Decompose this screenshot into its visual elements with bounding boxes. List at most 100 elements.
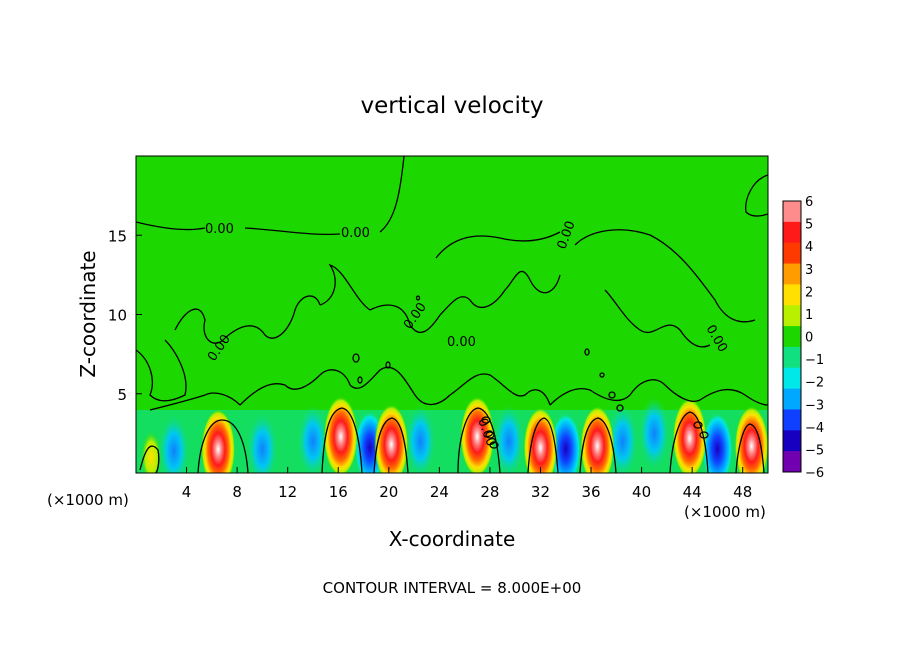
x-tick-label: 48 — [733, 483, 752, 501]
colorbar-label: −4 — [805, 421, 824, 436]
chart-title: vertical velocity — [361, 93, 544, 119]
contour-line — [574, 229, 756, 323]
updraft-cell — [580, 406, 615, 473]
contour-loop — [699, 431, 709, 439]
contour-line — [321, 407, 363, 473]
colorbar-swatch — [783, 263, 801, 285]
colorbar-swatch — [783, 346, 801, 369]
downdraft-cell — [550, 413, 581, 473]
plot-area: 0.00 0.00 0.00 0.00 0.00 0.00 0.00 0.00 — [136, 156, 768, 473]
colorbar-swatch — [783, 284, 801, 306]
colorbar-label: −5 — [805, 443, 824, 458]
contour-line — [149, 392, 241, 411]
x-tick-label: 36 — [581, 483, 600, 501]
updraft-cell — [734, 406, 768, 473]
contour-line — [549, 379, 701, 406]
contour-line — [197, 419, 249, 473]
colorbar-label: 4 — [805, 240, 813, 255]
y-tick-label: 10 — [108, 307, 127, 325]
x-tick-label: 8 — [232, 483, 242, 501]
contour-line — [174, 308, 226, 344]
colorbar-swatch — [783, 201, 801, 223]
contour-interval-note: CONTOUR INTERVAL = 8.000E+00 — [323, 579, 582, 597]
colorbar-swatch — [783, 326, 801, 348]
colorbar-frame — [782, 200, 802, 473]
colorbar-label: −2 — [805, 376, 824, 391]
colorbar-swatch — [783, 388, 801, 410]
contour-loop — [608, 391, 616, 399]
colorbar-label: −3 — [805, 398, 824, 413]
x-tick-label: 4 — [182, 483, 192, 501]
x-tick-label: 28 — [480, 483, 499, 501]
downdraft-cell — [639, 397, 670, 470]
updraft-cell — [672, 398, 707, 473]
contour-line — [745, 174, 768, 217]
downdraft-cell — [247, 413, 278, 473]
contour-loop — [489, 441, 499, 449]
contour-line — [699, 388, 768, 406]
contour-line — [369, 304, 441, 334]
x-unit-label-left: (×1000 m) — [47, 491, 129, 509]
colorbar-swatch — [783, 409, 801, 431]
y-tick-label: 5 — [117, 386, 127, 404]
x-tick-label: 32 — [531, 483, 550, 501]
downdraft-cell — [297, 405, 328, 473]
contour-loop — [599, 372, 605, 378]
colorbar-label: 6 — [805, 195, 813, 210]
contour-line — [379, 156, 405, 233]
colorbar-label: 3 — [805, 263, 813, 278]
updraft-cell — [141, 431, 162, 473]
contour-line — [529, 274, 561, 294]
contour-line — [439, 271, 531, 316]
x-tick-label: 20 — [379, 483, 398, 501]
contour-line — [579, 417, 617, 473]
contour-label: 0.00 — [205, 222, 234, 237]
contour-loop — [616, 404, 624, 412]
contour-line — [244, 227, 341, 236]
contour-loop — [385, 361, 391, 369]
x-unit-label-right: (×1000 m) — [684, 503, 766, 521]
x-tick-label: 24 — [430, 483, 449, 501]
contour-lines — [136, 156, 768, 473]
contour-line — [224, 295, 321, 339]
colorbar-label: 2 — [805, 285, 813, 300]
contour-line — [527, 417, 559, 473]
colorbar-label: −1 — [805, 353, 824, 368]
contour-loop — [693, 421, 703, 429]
contour-loop — [481, 416, 491, 424]
colorbar-swatch — [783, 242, 801, 265]
y-axis: 5 10 15 — [108, 227, 142, 404]
contour-line — [435, 231, 561, 259]
colorbar-swatch — [783, 305, 801, 327]
downdraft-cell — [702, 413, 733, 473]
colorbar: 6 5 4 3 2 1 0 −1 −2 −3 −4 −5 −6 — [782, 195, 824, 481]
colorbar-label: −6 — [805, 466, 824, 481]
x-tick-label: 40 — [632, 483, 651, 501]
x-tick-label: 44 — [683, 483, 702, 501]
y-tick-label: 15 — [108, 227, 127, 245]
downdraft-cell — [405, 405, 436, 473]
updraft-cell — [201, 409, 236, 473]
x-axis: 4 8 12 16 20 24 28 32 36 40 44 48 — [182, 467, 752, 501]
contour-loop — [352, 353, 360, 363]
x-axis-label: X-coordinate — [389, 527, 516, 551]
colorbar-swatch — [783, 430, 801, 452]
contour-loop — [485, 431, 495, 439]
contour-line — [136, 339, 187, 402]
contour-line — [373, 417, 409, 473]
velocity-cells — [141, 396, 768, 473]
contour-label: 0.00 — [341, 226, 370, 241]
contour-line — [669, 411, 709, 473]
x-tick-label: 12 — [278, 483, 297, 501]
colorbar-swatch — [783, 451, 801, 473]
downdraft-cell — [607, 405, 638, 473]
contour-loop — [584, 348, 590, 356]
contour-line — [349, 366, 451, 406]
x-tick-label: 16 — [329, 483, 348, 501]
contour-loop — [357, 376, 363, 384]
contour-line — [449, 373, 551, 406]
colorbar-swatch — [783, 367, 801, 390]
contour-line — [239, 369, 351, 406]
contour-line — [604, 289, 711, 348]
